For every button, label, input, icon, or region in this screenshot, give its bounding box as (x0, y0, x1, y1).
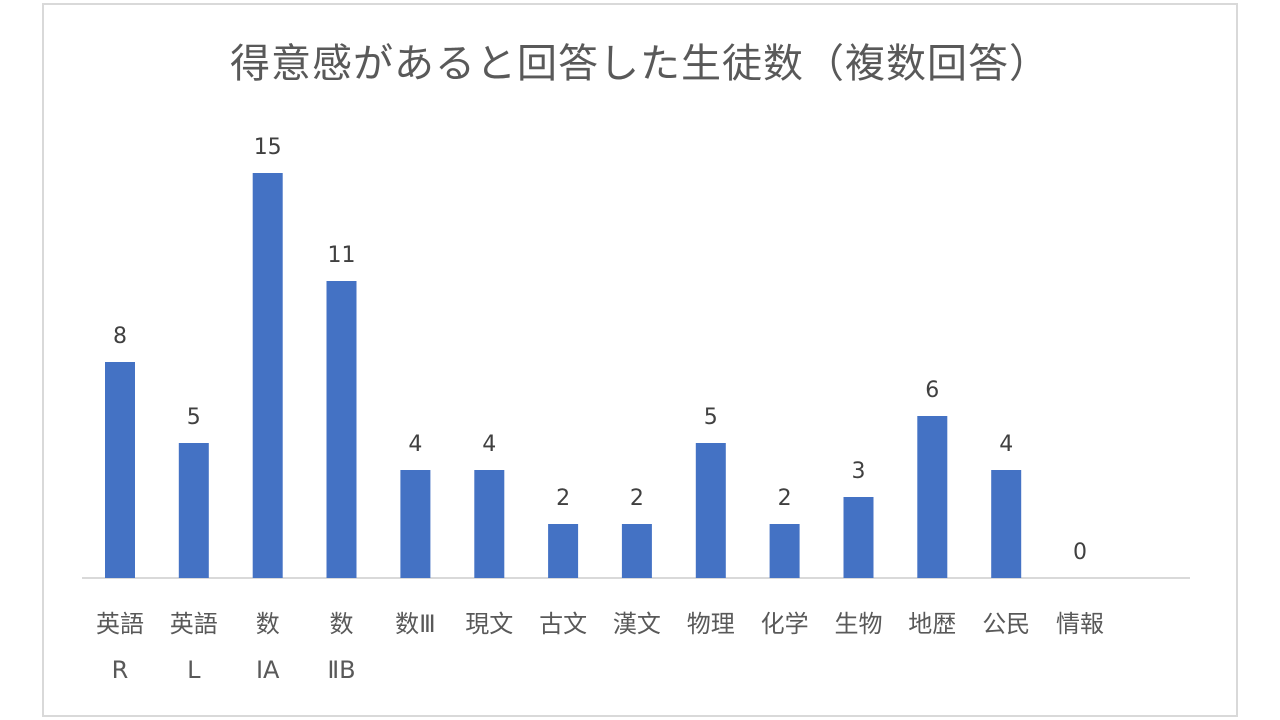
bar-4 (400, 470, 431, 578)
bar-3 (326, 281, 357, 578)
category-label-10: 生物 (835, 610, 883, 638)
data-label-4: 4 (408, 432, 422, 457)
category-label-1-line-1: L (187, 656, 201, 684)
bar-12 (991, 470, 1022, 578)
category-label-11: 地歴 (908, 610, 956, 638)
chart-frame (42, 3, 1238, 717)
category-label-0-line-1: R (112, 656, 129, 684)
data-label-2: 15 (254, 135, 282, 160)
category-label-7: 漢文 (613, 610, 661, 638)
data-label-7: 2 (630, 486, 644, 511)
bar-2 (252, 173, 283, 578)
bar-1 (178, 443, 209, 578)
category-label-4: 数Ⅲ (395, 610, 436, 638)
bar-8 (695, 443, 726, 578)
category-label-9: 化学 (761, 610, 809, 638)
bar-0 (105, 362, 135, 578)
category-label-2-line-1: ⅠA (256, 656, 280, 684)
bar-7 (621, 524, 652, 578)
category-label-0-line-0: 英語 (96, 610, 144, 638)
category-label-3-line-0: 数 (330, 610, 354, 638)
chart-title: 得意感があると回答した生徒数（複数回答） (230, 41, 1050, 87)
data-label-11: 6 (925, 378, 939, 403)
category-label-3-line-1: ⅡB (327, 656, 355, 684)
data-label-1: 5 (187, 405, 201, 430)
category-label-13: 情報 (1056, 610, 1104, 638)
category-label-12: 公民 (982, 610, 1030, 638)
bar-6 (548, 524, 579, 578)
category-label-6: 古文 (539, 610, 587, 638)
bar-10 (843, 497, 874, 578)
bar-9 (769, 524, 800, 578)
data-label-0: 8 (113, 324, 127, 349)
bar-5 (474, 470, 505, 578)
category-label-1-line-0: 英語 (170, 610, 218, 638)
category-label-2-line-0: 数 (256, 610, 280, 638)
data-label-6: 2 (556, 486, 570, 511)
data-label-9: 2 (778, 486, 792, 511)
category-label-8: 物理 (687, 610, 735, 638)
data-label-8: 5 (704, 405, 718, 430)
data-label-12: 4 (999, 432, 1013, 457)
data-label-10: 3 (852, 459, 866, 484)
data-label-5: 4 (482, 432, 496, 457)
data-label-3: 11 (328, 243, 356, 268)
data-label-13: 0 (1073, 540, 1087, 565)
bar-11 (917, 416, 948, 578)
category-label-5: 現文 (465, 610, 513, 638)
